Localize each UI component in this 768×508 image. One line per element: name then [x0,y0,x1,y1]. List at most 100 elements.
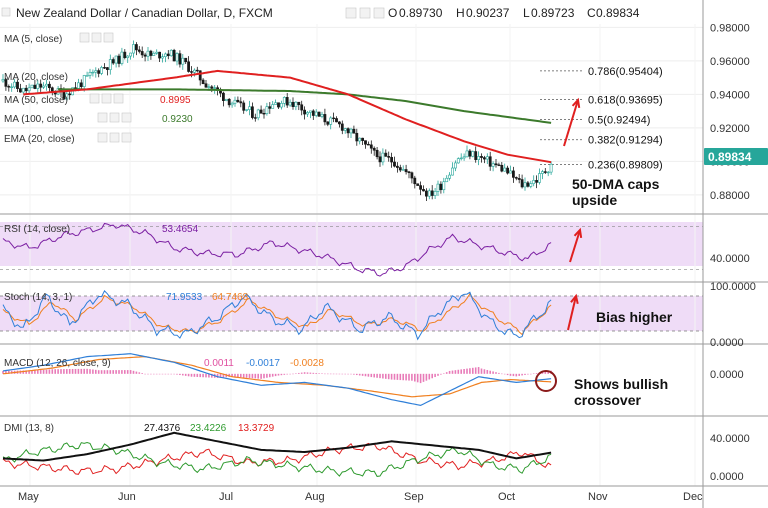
candle-body [506,167,510,174]
macd-hist-bar [129,370,132,374]
macd-hist-bar [167,373,170,375]
candle-body [436,183,440,192]
close-icon[interactable] [121,132,132,143]
candle-body [453,162,457,169]
macd-hist-bar [8,370,10,374]
candle-body [47,83,51,89]
candle-body [265,106,269,114]
macd-hist-bar [329,373,332,375]
candle-body [268,106,272,109]
candle-body [332,117,336,120]
month-label: Sep [404,491,424,503]
settings-icon[interactable] [109,112,120,123]
macd-hist-bar [524,373,526,375]
ohlc-high-label: H [456,6,465,20]
macd-hist-bar [286,373,288,375]
macd-hist-bar [254,373,257,379]
candle-body [393,161,396,167]
macd-hist-bar [318,373,320,374]
macd-hist-bar [532,373,535,375]
candle-body [494,163,498,166]
ohlc-open-label: O [388,6,397,20]
macd-hist-bar [376,373,378,378]
macd-hist-bar [83,368,85,374]
settings-icon[interactable] [101,93,112,104]
macd-hist-bar [28,370,30,374]
macd-hist-bar [445,372,448,374]
macd-hist-bar [501,373,503,375]
eye-icon[interactable] [79,32,90,43]
eye-icon[interactable] [345,7,357,19]
candle-body [378,156,382,163]
stoch-axis-top: 100.0000 [710,281,756,293]
macd-hist-bar [251,373,254,379]
collapse-icon[interactable] [1,7,11,17]
eye-icon[interactable] [97,112,108,123]
candle-body [308,110,312,113]
macd-hist-bar [144,373,146,375]
legend-dmi: DMI (13, 8) [4,423,54,434]
candle-body [491,163,495,167]
candle-body [358,137,362,142]
price-axis: 0.980000.960000.940000.920000.900000.880… [710,22,750,202]
candle-body [442,181,446,191]
candle-body [233,99,237,104]
rsi-series [0,222,703,277]
macd-hist-bar [332,373,335,375]
settings-icon[interactable] [91,32,102,43]
candle-body [195,69,199,72]
settings-icon[interactable] [109,132,120,143]
candle-body [88,72,92,76]
macd-hist-bar [480,368,483,374]
arrow-shaft [563,99,579,147]
ohlc-close-label: C [587,6,596,20]
macd-hist-bar [147,373,149,375]
macd-hist-bar [5,370,7,374]
rsi-axis-label: 40.0000 [710,253,750,265]
macd-hist-bar [503,373,506,375]
candle-body [68,93,72,96]
macd-hist-bar [42,369,45,374]
macd-hist-bar [547,371,549,374]
macd-hist-bar [405,373,407,381]
macd-hist-bar [63,369,65,374]
candle-body [366,143,370,146]
candle-body [36,83,40,89]
close-icon[interactable] [113,93,124,104]
macd-hist-bar [416,373,419,383]
candle-body [45,83,48,87]
candle-body [169,49,173,57]
candle-body [535,180,539,183]
candle-body [480,156,483,158]
macd-hist-bar [164,373,167,375]
candle-body [282,97,286,104]
price-tick-label: 0.96000 [710,56,750,68]
eye-icon[interactable] [89,93,100,104]
more-icon[interactable] [373,7,385,19]
eye-icon[interactable] [97,132,108,143]
candle-body [149,50,153,56]
macd-hist-bar [338,373,341,375]
macd-hist-bar [344,373,346,375]
candle-body [271,104,275,109]
macd-hist-bar [161,373,164,375]
candle-body [523,182,527,188]
macd-hist-bar [155,373,158,375]
settings-icon[interactable] [359,7,371,19]
candle-body [175,53,179,62]
arrow-shaft [567,295,577,331]
candle-body [103,67,106,69]
candle-body [540,171,544,174]
crossover-circle [535,370,557,392]
candle-body [245,109,249,111]
macd-hist-bar [324,373,326,375]
macd-hist-bar [541,372,544,374]
macd-hist-bar [373,373,375,378]
macd-hist-bar [321,373,323,374]
macd-hist-bar [483,369,486,374]
close-icon[interactable] [121,112,132,123]
close-icon[interactable] [103,32,114,43]
candle-body [297,101,301,106]
month-label: May [18,491,39,503]
